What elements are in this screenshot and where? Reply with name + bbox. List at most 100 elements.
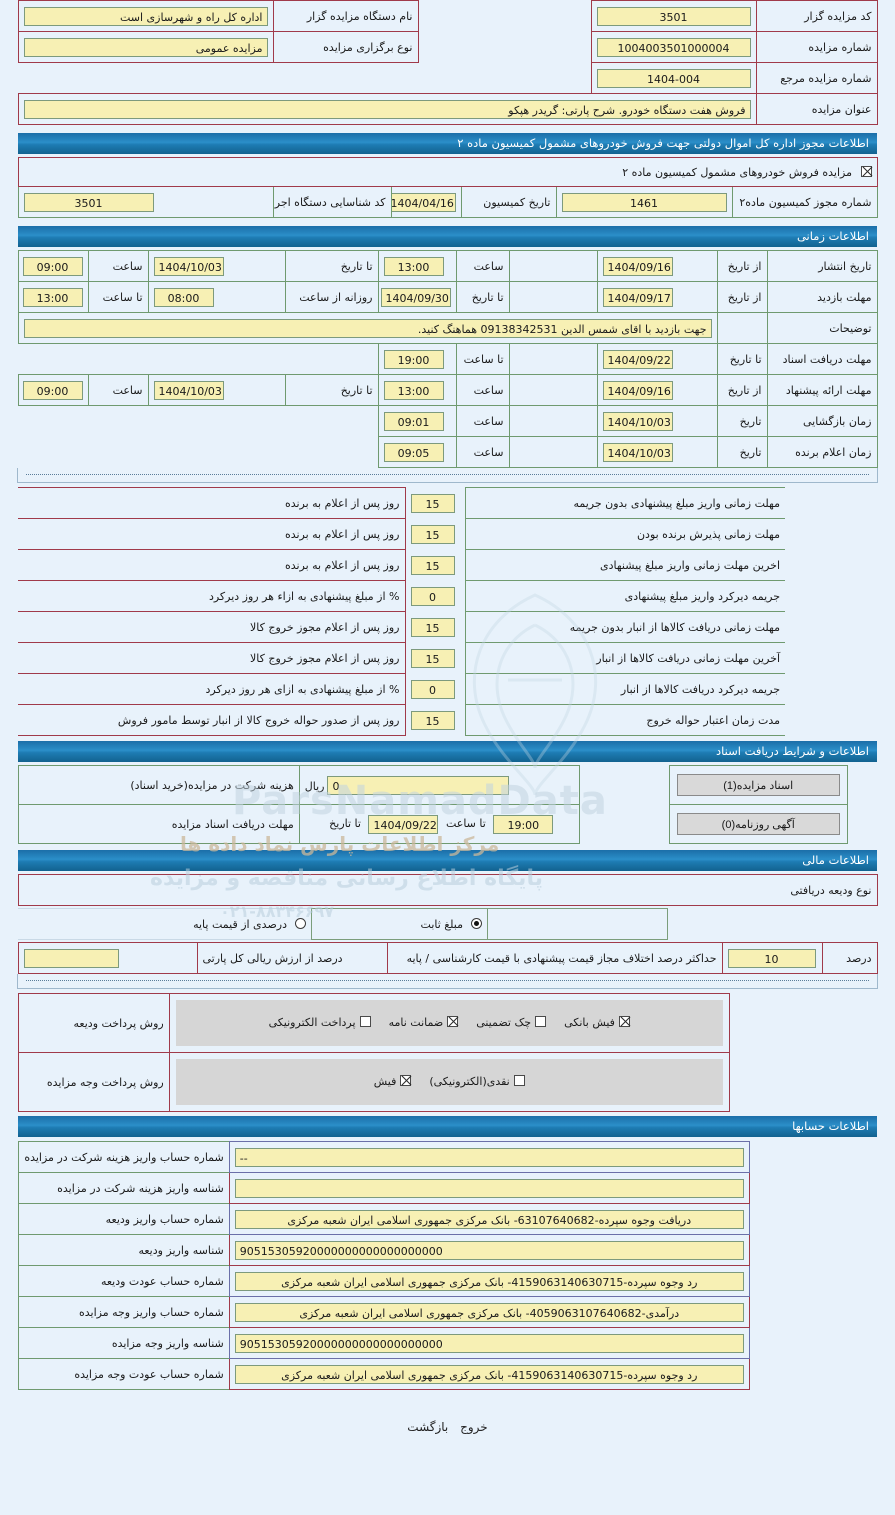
- auction-payment-checkbox-icon[interactable]: [513, 1075, 525, 1086]
- visit-daily-from-field[interactable]: 08:00: [153, 287, 214, 307]
- permit-checkbox-label: مزایده فروش خودروهای مشمول کمیسیون ماده …: [622, 165, 852, 179]
- deadline-value-field[interactable]: 15: [410, 493, 455, 513]
- deadline-value-cell: 15: [405, 704, 465, 736]
- newspaper-ad-button[interactable]: آگهی روزنامه(0): [676, 813, 840, 835]
- timing-divider: [17, 468, 878, 483]
- account-value-cell: [228, 1172, 750, 1204]
- table-row: رد وجوه سپرده-4159063140630715- بانک مرک…: [17, 1265, 878, 1297]
- visit-from-field[interactable]: 1404/09/17: [602, 287, 673, 307]
- timing-table: تاریخ انتشار از تاریخ 1404/09/16 ساعت 13…: [17, 250, 878, 468]
- max-diff-table: درصد 10 حداکثر درصد اختلاف مجاز قیمت پیش…: [17, 942, 878, 974]
- table-row: اسناد مزایده(1) ریال 0 هزینه شرکت در مزا…: [17, 765, 878, 805]
- docs-deadline-time-field[interactable]: 19:00: [493, 814, 554, 834]
- max-diff-field[interactable]: 10: [727, 948, 816, 968]
- deadline-value-cell: 0: [405, 673, 465, 705]
- auction-documents-button[interactable]: اسناد مزایده(1): [676, 774, 840, 796]
- doc-deadline-time-cell: 19:00: [377, 343, 457, 375]
- timing-section-header: اطلاعات زمانی: [18, 226, 877, 247]
- offer-from-field[interactable]: 1404/09/16: [602, 380, 673, 400]
- fixed-amount-radio[interactable]: [470, 917, 482, 929]
- offer-end-field[interactable]: 09:00: [22, 380, 83, 400]
- visit-daily-to-field[interactable]: 13:00: [22, 287, 83, 307]
- account-value-field[interactable]: رد وجوه سپرده-4159063140630715- بانک مرک…: [234, 1364, 744, 1384]
- auctioneer-name-field[interactable]: اداره کل راه و شهرسازی است: [23, 6, 268, 26]
- deadline-value-field[interactable]: 0: [410, 679, 455, 699]
- fixed-amount-blank-cell: [486, 908, 668, 940]
- reference-number-cell: 1404-004: [590, 62, 757, 94]
- offer-to-field[interactable]: 1404/10/03: [153, 380, 224, 400]
- account-value-field[interactable]: رد وجوه سپرده-4159063140630715- بانک مرک…: [234, 1271, 744, 1291]
- offer-time-field[interactable]: 13:00: [383, 380, 444, 400]
- table-row: درآمدی-4059063107640682- بانک مرکزی جمهو…: [17, 1296, 878, 1328]
- fixed-amount-option[interactable]: مبلغ ثابت: [310, 908, 488, 940]
- docs-deadline-date-field[interactable]: 1404/09/22: [368, 814, 439, 834]
- reference-number-field[interactable]: 1404-004: [596, 68, 751, 88]
- publish-from-field[interactable]: 1404/09/16: [602, 256, 673, 276]
- open-date-field[interactable]: 1404/10/03: [602, 411, 673, 431]
- publish-end-field[interactable]: 09:00: [22, 256, 83, 276]
- permit-checkbox-icon[interactable]: [860, 165, 872, 177]
- account-value-field[interactable]: --: [234, 1147, 744, 1167]
- auction-number-field[interactable]: 1004003501000004: [596, 37, 751, 57]
- account-value-field[interactable]: [234, 1178, 744, 1198]
- permit-no-field[interactable]: 1461: [561, 192, 727, 212]
- account-value-field[interactable]: 90515305920000000000000000000: [234, 1240, 744, 1260]
- auctioneer-code-field[interactable]: 3501: [596, 6, 751, 26]
- publish-to-field[interactable]: 1404/10/03: [153, 256, 224, 276]
- deadline-value-field[interactable]: 15: [410, 555, 455, 575]
- winner-date-label: تاریخ: [716, 436, 768, 468]
- agency-id-field[interactable]: 3501: [23, 192, 154, 212]
- deposit-method-options: فیش بانکی چک تضمینی ضمانت نامه پرداخت الکتر…: [175, 1000, 723, 1046]
- deadline-spacer: [785, 704, 877, 736]
- account-value-field[interactable]: درآمدی-4059063107640682- بانک مرکزی جمهو…: [234, 1302, 744, 1322]
- doc-deadline-from-field[interactable]: 1404/09/22: [602, 349, 673, 369]
- account-value-field[interactable]: 90515305920000000000000000000: [234, 1333, 744, 1353]
- percent-total-field[interactable]: [23, 948, 119, 968]
- winner-time-field[interactable]: 09:05: [383, 442, 444, 462]
- table-row: آخرین مهلت زمانی دریافت کالاها از انبار 1…: [18, 642, 877, 674]
- deposit-method-option[interactable]: ضمانت نامه: [389, 1016, 459, 1029]
- publish-time-label: ساعت: [455, 250, 510, 282]
- deposit-method-checkbox-icon[interactable]: [359, 1016, 371, 1027]
- fee-field[interactable]: 0: [327, 775, 510, 795]
- percent-of-base-radio[interactable]: [294, 917, 306, 929]
- deposit-method-checkbox-icon[interactable]: [618, 1016, 630, 1027]
- deadline-spacer: [785, 580, 877, 612]
- doc-deadline-time-field[interactable]: 19:00: [383, 349, 444, 369]
- deadline-label: اخرین مهلت زمانی واریز مبلغ پیشنهادی: [464, 549, 785, 581]
- deposit-method-option[interactable]: پرداخت الکترونیکی: [269, 1016, 371, 1029]
- deadline-value-field[interactable]: 15: [410, 710, 455, 730]
- visit-to-field[interactable]: 1404/09/30: [380, 287, 451, 307]
- exit-link[interactable]: خروج: [460, 1420, 488, 1434]
- notes-field[interactable]: جهت بازدید با اقای شمس الدین 09138342531…: [23, 318, 712, 338]
- deposit-method-option[interactable]: چک تضمینی: [476, 1016, 547, 1029]
- docs-spacer-d: [579, 804, 670, 844]
- deposit-method-checkbox-icon[interactable]: [535, 1016, 547, 1027]
- offer-label: مهلت ارائه پیشنهاد: [766, 374, 878, 406]
- auction-payment-option[interactable]: فیش: [374, 1075, 412, 1088]
- permit-checkbox-cell[interactable]: مزایده فروش خودروهای مشمول کمیسیون ماده …: [17, 157, 878, 187]
- deadline-label: جریمه دیرکرد دریافت کالاها از انبار: [464, 673, 785, 705]
- deadline-value-field[interactable]: 0: [410, 586, 455, 606]
- publish-time-field[interactable]: 13:00: [383, 256, 444, 276]
- deposit-method-checkbox-icon[interactable]: [447, 1016, 459, 1027]
- auction-title-field[interactable]: فروش هفت دستگاه خودرو. شرح پارتی: گریدر …: [23, 99, 751, 119]
- deadline-value-field[interactable]: 15: [410, 617, 455, 637]
- visit-daily-to-label: تا ساعت: [87, 281, 149, 313]
- percent-of-base-option[interactable]: درصدی از قیمت پایه: [18, 908, 312, 940]
- back-link[interactable]: بازگشت: [407, 1420, 449, 1434]
- auction-payment-checkbox-icon[interactable]: [400, 1075, 412, 1086]
- account-value-field[interactable]: دریافت وجوه سپرده-63107640682- بانک مرکز…: [234, 1209, 744, 1229]
- docs-button-cell-b: آگهی روزنامه(0): [668, 804, 848, 844]
- deposit-method-spacer: [729, 993, 878, 1053]
- winner-date-field[interactable]: 1404/10/03: [602, 442, 673, 462]
- auction-payment-option[interactable]: نقدی(الکترونیکی): [429, 1075, 525, 1088]
- deadline-value-field[interactable]: 15: [410, 648, 455, 668]
- deposit-method-option[interactable]: فیش بانکی: [564, 1016, 630, 1029]
- holding-type-field[interactable]: مزایده عمومی: [23, 37, 268, 57]
- auction-payment-options: نقدی(الکترونیکی) فیش: [175, 1059, 723, 1105]
- commission-date-field[interactable]: 1404/04/16: [392, 192, 456, 212]
- open-time-field[interactable]: 09:01: [383, 411, 444, 431]
- deadline-value-field[interactable]: 15: [410, 524, 455, 544]
